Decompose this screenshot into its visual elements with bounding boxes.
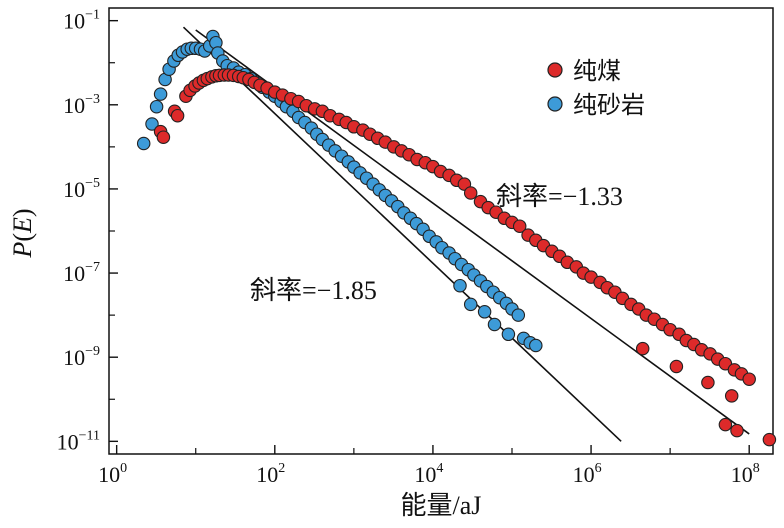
legend-label-coal: 纯煤 <box>573 57 621 85</box>
data-point <box>463 186 478 200</box>
y-tick-label: 10−7 <box>63 260 100 286</box>
data-point <box>145 117 159 131</box>
y-tick-label: 10−5 <box>63 176 100 202</box>
y-tick-label: 10−1 <box>63 8 100 34</box>
legend-marker-coal <box>547 62 563 78</box>
y-axis-title: P(E) <box>8 208 37 258</box>
x-tick-label: 104 <box>414 461 443 487</box>
data-point <box>529 338 543 353</box>
annotation-slope-coal: 斜率=−1.33 <box>496 182 623 211</box>
legend-label-sandstone: 纯砂岩 <box>573 91 645 119</box>
x-tick-label: 102 <box>256 461 285 487</box>
x-tick-label: 106 <box>573 461 602 487</box>
data-point <box>742 372 756 386</box>
data-point <box>669 359 684 374</box>
data-point <box>724 389 739 403</box>
x-axis: 100 102 104 106 108 <box>98 445 760 487</box>
data-point <box>136 136 151 151</box>
data-point <box>156 130 171 144</box>
data-point <box>453 278 467 293</box>
annotation-slope-sandstone: 斜率=−1.85 <box>250 276 377 305</box>
x-axis-title: 能量/aJ <box>401 491 482 520</box>
y-axis: 10−1 10−3 10−5 10−7 10−9 10−11 <box>57 8 118 454</box>
legend-marker-sandstone <box>547 96 563 112</box>
fit-line-sandstone <box>182 26 622 442</box>
legend: 纯煤 纯砂岩 <box>547 57 645 119</box>
data-point <box>170 108 185 123</box>
data-point <box>153 87 168 101</box>
data-point <box>635 341 650 356</box>
x-tick-label: 108 <box>731 461 760 487</box>
data-point <box>501 327 516 342</box>
y-tick-label: 10−9 <box>63 344 100 370</box>
y-tick-label: 10−3 <box>63 92 100 118</box>
data-point <box>730 423 744 438</box>
data-point <box>762 432 777 447</box>
data-points <box>136 29 777 447</box>
data-point <box>512 219 527 233</box>
data-point <box>477 305 492 319</box>
x-tick-label: 100 <box>98 461 127 487</box>
data-point <box>511 308 526 322</box>
data-point <box>701 375 715 390</box>
y-tick-label: 10−11 <box>57 428 100 454</box>
data-point <box>718 417 733 432</box>
data-point <box>149 99 164 114</box>
data-point <box>487 317 502 332</box>
data-point <box>463 297 478 312</box>
